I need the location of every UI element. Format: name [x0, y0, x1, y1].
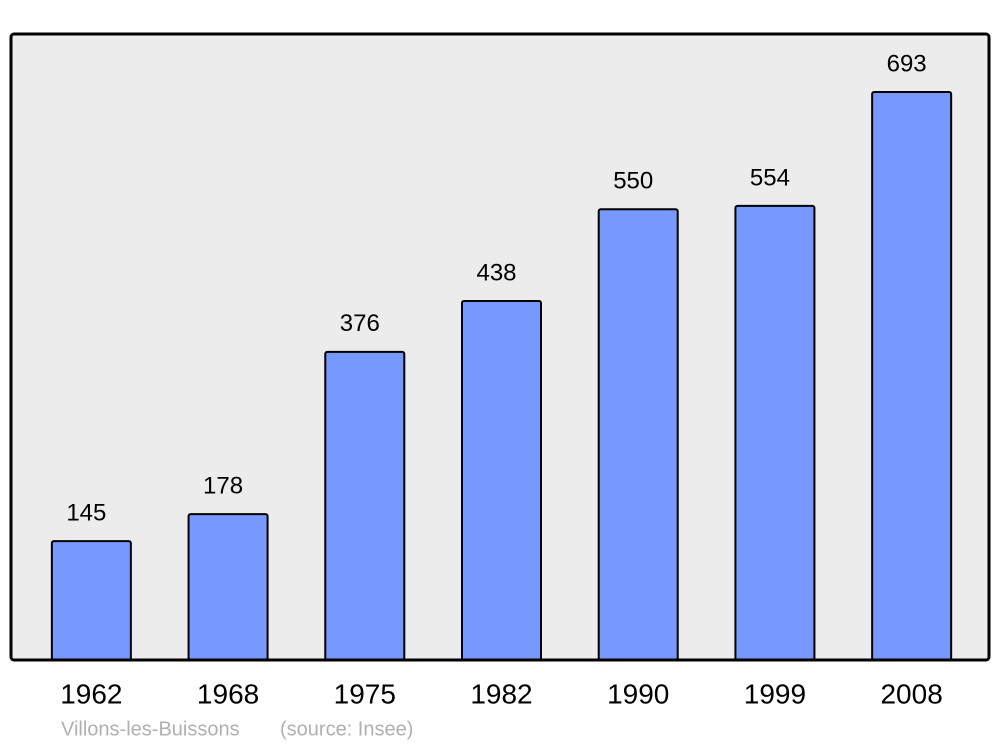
bar	[734, 204, 816, 661]
chart-title: Villons-les-Buissons	[61, 718, 240, 740]
bar	[597, 208, 679, 661]
bar	[324, 350, 406, 661]
value-label: 438	[476, 259, 516, 286]
x-tick-label: 1990	[607, 678, 669, 709]
bar	[50, 540, 132, 662]
x-tick-label: 1999	[744, 678, 806, 709]
bar	[871, 91, 953, 661]
x-tick-label: 2008	[880, 678, 942, 709]
bar	[187, 513, 269, 662]
value-label: 376	[340, 310, 380, 337]
value-label: 554	[750, 164, 790, 191]
value-label: 178	[203, 472, 243, 499]
source-note: (source: Insee)	[280, 718, 413, 740]
x-tick-label: 1968	[197, 678, 259, 709]
x-tick-label: 1962	[60, 678, 122, 709]
bar	[461, 300, 542, 661]
value-label: 693	[887, 50, 927, 77]
value-label: 145	[66, 499, 106, 526]
x-tick-label: 1982	[470, 678, 532, 709]
x-tick-label: 1975	[334, 678, 396, 709]
value-label: 550	[613, 168, 653, 195]
plot-area	[9, 32, 991, 662]
